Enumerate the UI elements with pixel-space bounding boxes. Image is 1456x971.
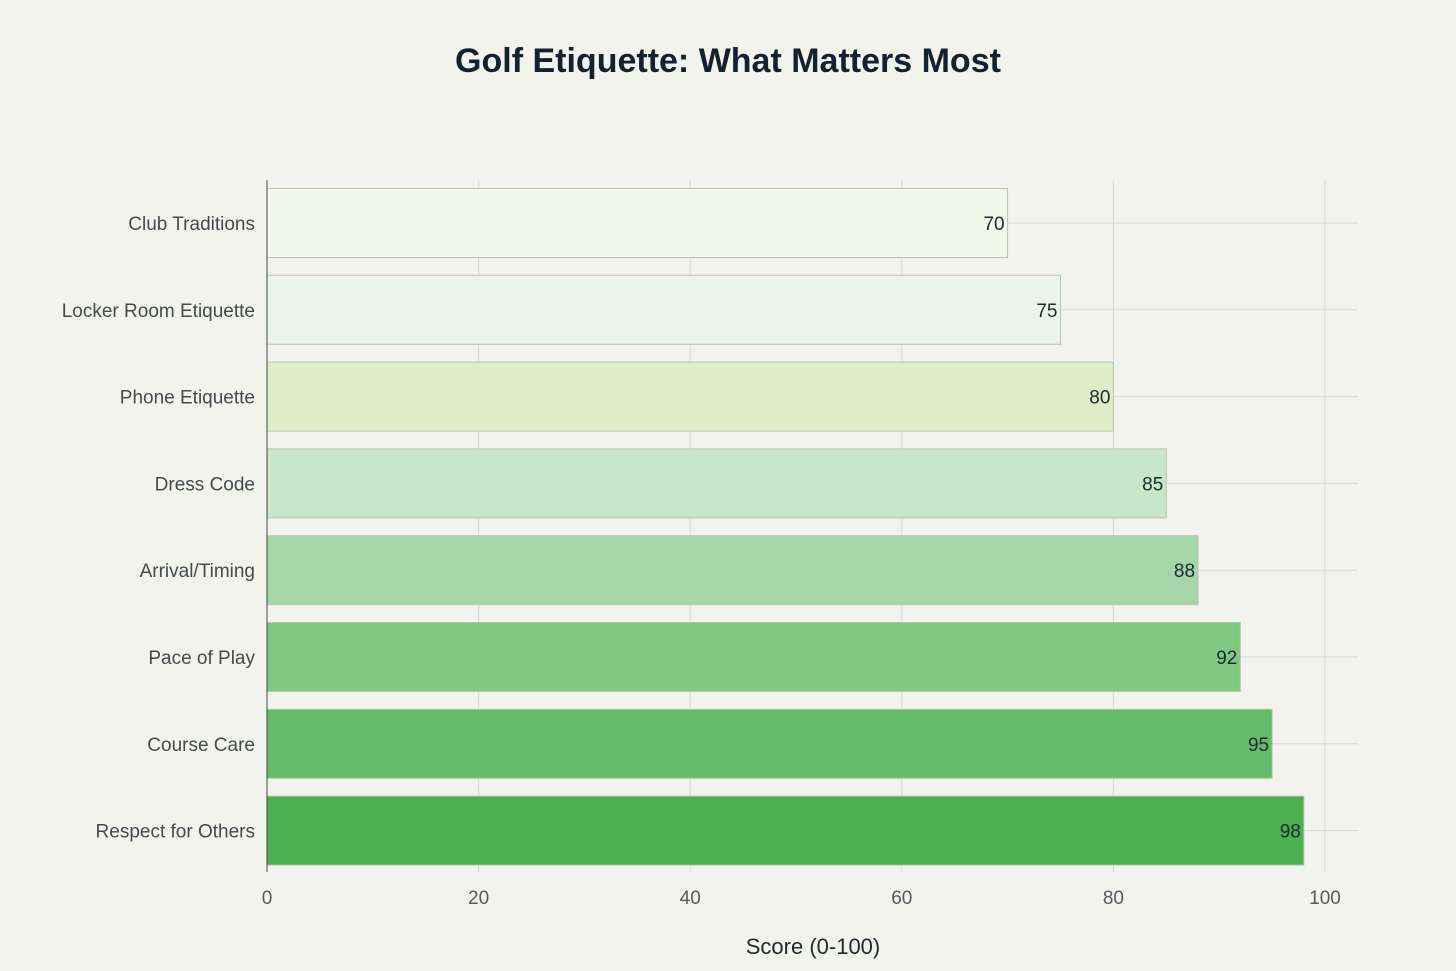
bars (266, 188, 1305, 866)
category-label: Arrival/Timing (140, 561, 255, 582)
value-label: 80 (1089, 388, 1110, 409)
value-label: 75 (1036, 301, 1057, 322)
value-label: 92 (1216, 648, 1237, 669)
x-tick-labels: 0 20 40 60 80 100 (262, 888, 1341, 909)
category-labels: Club Traditions Locker Room Etiquette Phon… (62, 214, 256, 843)
category-label: Course Care (147, 735, 255, 756)
category-label: Locker Room Etiquette (62, 301, 255, 322)
value-label: 98 (1280, 822, 1301, 843)
x-tick-label: 40 (680, 888, 701, 909)
value-label: 95 (1248, 735, 1269, 756)
value-label: 85 (1142, 474, 1163, 495)
bar (266, 622, 1241, 692)
x-axis-title: Score (0-100) (746, 934, 881, 959)
x-tick-label: 60 (891, 888, 912, 909)
chart-title: Golf Etiquette: What Matters Most (455, 42, 1001, 80)
category-label: Dress Code (155, 474, 255, 495)
bar (266, 708, 1273, 779)
category-label: Club Traditions (128, 214, 255, 235)
x-tick-label: 20 (468, 888, 489, 909)
x-tick-label: 0 (262, 888, 273, 909)
bar (266, 188, 1009, 258)
value-label: 88 (1174, 561, 1195, 582)
category-label: Phone Etiquette (120, 388, 255, 409)
bar (266, 795, 1305, 866)
x-tick-label: 80 (1103, 888, 1124, 909)
category-label: Respect for Others (96, 822, 255, 843)
category-label: Pace of Play (148, 648, 255, 669)
x-tick-label: 100 (1309, 888, 1341, 909)
value-labels: 70 75 80 85 88 92 95 98 (983, 214, 1300, 843)
value-label: 70 (983, 214, 1004, 235)
bar (266, 361, 1114, 432)
bar (266, 274, 1061, 345)
bar (266, 448, 1167, 519)
bar (266, 535, 1199, 606)
